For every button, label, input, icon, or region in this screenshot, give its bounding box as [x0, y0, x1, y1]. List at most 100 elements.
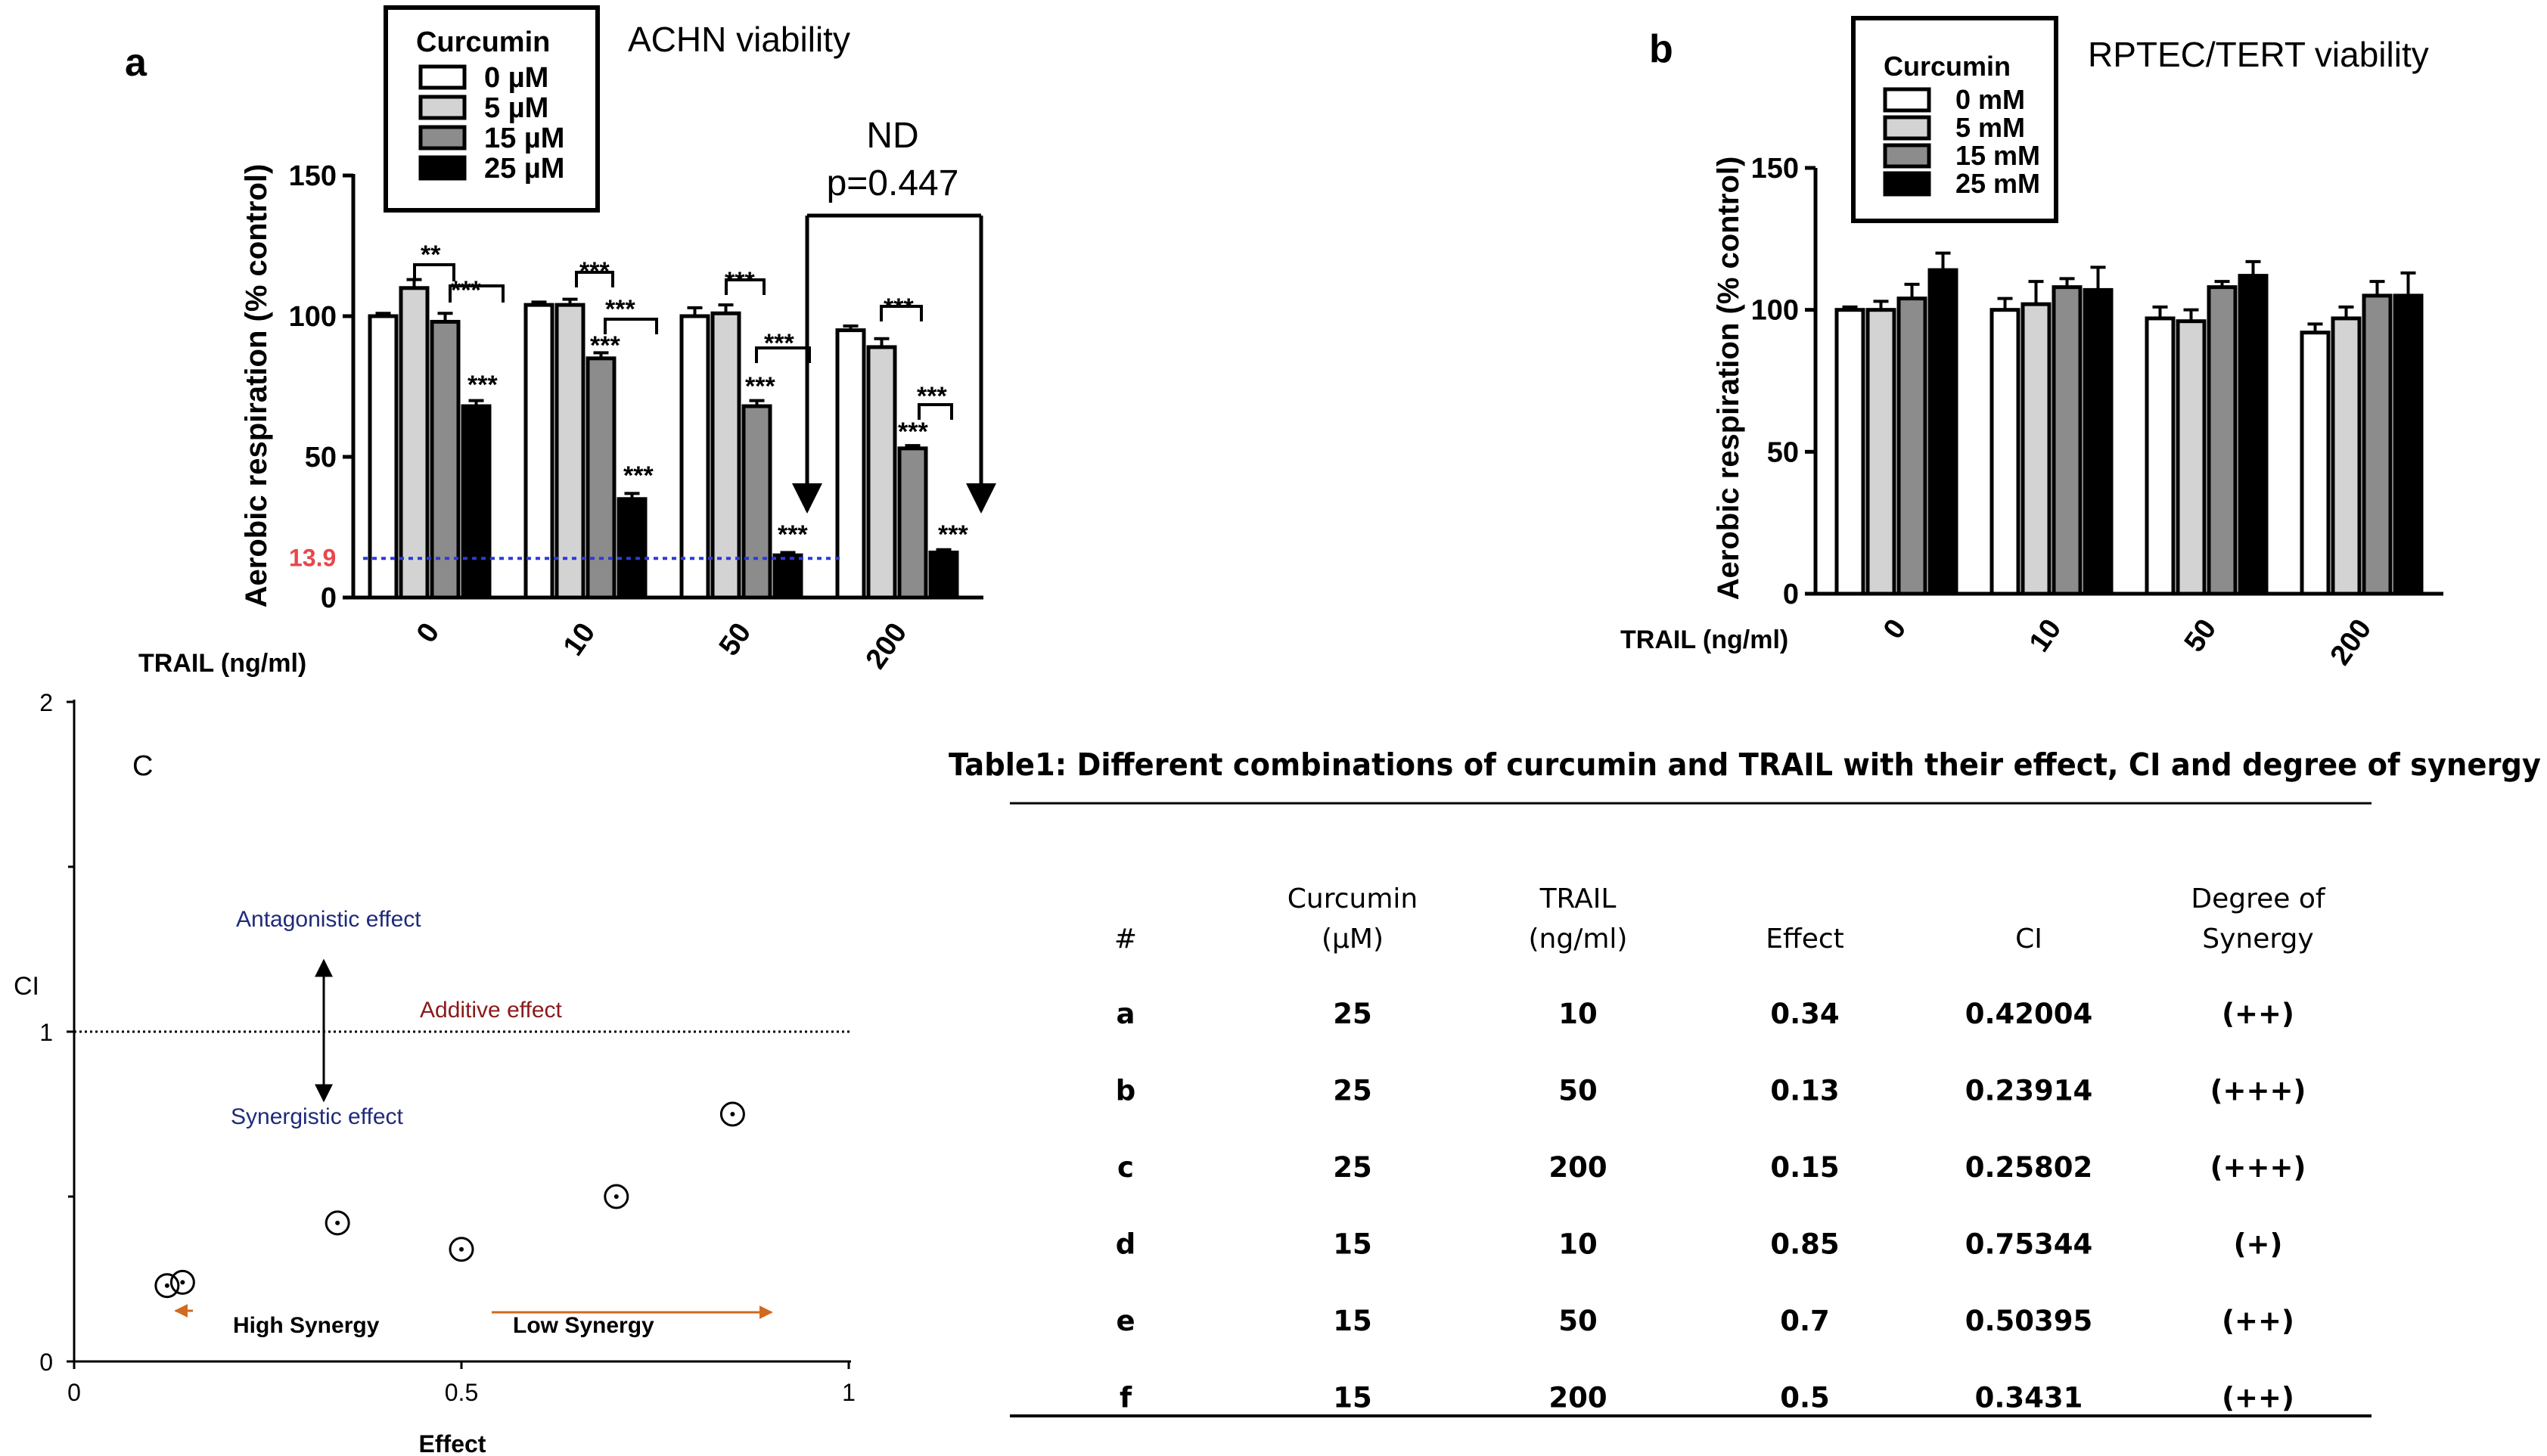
nd-bracket [792, 213, 996, 514]
bar [368, 314, 399, 600]
bar [741, 404, 772, 600]
scatter-point-center [335, 1220, 340, 1225]
bars-a [368, 278, 959, 600]
table-cell: 25 [1333, 998, 1372, 1030]
legend-swatch-b-2 [1883, 143, 1931, 169]
table-cell: c [1117, 1151, 1134, 1184]
table-cell: (++) [2222, 1305, 2294, 1337]
bar [1927, 268, 1958, 596]
chart-title-b: RPTEC/TERT viability [2088, 35, 2429, 74]
bar [461, 404, 492, 600]
scatter-point [325, 1210, 350, 1236]
significance-brackets-a [413, 263, 953, 420]
x-tick-label: 0 [411, 617, 446, 648]
y-ticks-c: 0 1 2 [39, 689, 74, 1376]
y-tick-label: 0 [321, 582, 337, 614]
scatter-point [719, 1101, 745, 1127]
x-axis-label-a: TRAIL (ng/ml) [138, 649, 306, 678]
table-cell: 0.13 [1770, 1075, 1839, 1107]
bar [430, 319, 461, 600]
scatter-point-center [459, 1246, 464, 1252]
legend-label-a-3: 25 µM [484, 153, 564, 185]
bar [2362, 293, 2393, 596]
bar [2300, 331, 2331, 596]
scatter-point-center [613, 1194, 619, 1199]
table-cell: 0.15 [1770, 1151, 1839, 1184]
synergy-table: Table1: Different combinations of curcum… [949, 747, 2541, 1417]
x-ticks-a: 0 10 50 200 [411, 617, 914, 675]
synergistic-label: Synergistic effect [231, 1104, 404, 1129]
bar [2238, 274, 2269, 596]
table-header-cell: Degree of [2191, 883, 2325, 914]
bar [1989, 308, 2021, 596]
legend-swatch-b-3 [1883, 171, 1931, 197]
p-value-label: p=0.447 [827, 163, 959, 203]
bar [1834, 308, 1865, 596]
table-cell: 0.3431 [1975, 1382, 2083, 1414]
table-cell: 200 [1548, 1382, 1607, 1414]
table-cell: d [1116, 1228, 1136, 1261]
table-header-cell: Effect [1766, 924, 1844, 955]
bar [2393, 293, 2424, 596]
y-axis-label-b: Aerobic respiration (% control) [1712, 157, 1745, 601]
legend-label-a-1: 5 µM [484, 92, 548, 124]
legend-label-b-1: 5 mM [1955, 112, 2025, 143]
table-cell: (+++) [2210, 1075, 2306, 1107]
panel-a: a ACHN viability Curcumin 0 µM 5 µM 15 µ… [125, 5, 996, 678]
table-cell: (++) [2222, 1382, 2294, 1414]
scatter-point-center [730, 1112, 735, 1116]
y-ticks-a: 0 50 100 150 [289, 160, 353, 614]
panel-c: C 012 0 0.5 1 CI Effect Antagonistic effec… [14, 689, 856, 1456]
table-cell: (++) [2222, 998, 2294, 1030]
sig-label: *** [590, 331, 620, 360]
table-cell: 25 [1333, 1151, 1372, 1184]
bar [2176, 319, 2207, 596]
x-tick-label: 200 [2325, 613, 2378, 671]
sig-label: *** [764, 329, 794, 358]
bar [2145, 316, 2176, 596]
sig-label: *** [579, 257, 610, 286]
table-cell: 50 [1558, 1075, 1598, 1107]
table-cell: (+++) [2210, 1151, 2306, 1184]
y-tick-label: 0 [39, 1349, 53, 1376]
bar [585, 356, 617, 600]
table-cell: 50 [1558, 1305, 1598, 1337]
sig-label: *** [917, 382, 947, 411]
y-axis-label-a: Aerobic respiration (% control) [240, 164, 273, 608]
x-axis-label-b: TRAIL (ng/ml) [1620, 626, 1788, 654]
scatter-point-center [180, 1280, 185, 1285]
table-cell: (+) [2234, 1228, 2283, 1261]
table-cell: 25 [1333, 1075, 1372, 1107]
scatter-point-center [164, 1283, 169, 1288]
sig-label: *** [623, 461, 654, 490]
sig-label: *** [605, 295, 635, 324]
legend-label-b-3: 25 mM [1955, 168, 2040, 199]
table-header-cell: Curcumin [1287, 883, 1418, 914]
scatter-point [604, 1184, 629, 1209]
low-synergy-label: Low Synergy [513, 1313, 654, 1338]
nd-label: ND [866, 116, 918, 156]
reference-label-a: 13.9 [289, 544, 336, 571]
table-cell: 200 [1548, 1151, 1607, 1184]
x-tick-label: 200 [860, 617, 914, 675]
bar [617, 497, 648, 600]
table-cell: 15 [1333, 1228, 1372, 1261]
legend-swatch-a-0 [418, 64, 467, 90]
bar [2083, 287, 2114, 596]
x-tick-label: 1 [842, 1379, 856, 1406]
table-cell: 0.25802 [1965, 1151, 2093, 1184]
table-cell: 10 [1558, 1228, 1598, 1261]
x-ticks-b: 0 10 50 200 [1878, 613, 2378, 671]
legend-swatch-a-3 [418, 155, 467, 181]
bar [2207, 285, 2238, 596]
bar [928, 550, 959, 600]
table-cell: a [1117, 998, 1135, 1030]
scatter-point [449, 1237, 474, 1262]
y-tick-label: 2 [39, 689, 53, 716]
x-tick-label: 0 [1878, 613, 1913, 644]
sig-label: *** [884, 293, 914, 322]
bar [866, 345, 897, 600]
table-cell: 0.42004 [1965, 998, 2093, 1030]
table-cell: 0.34 [1770, 998, 1839, 1030]
bar [2052, 285, 2083, 596]
